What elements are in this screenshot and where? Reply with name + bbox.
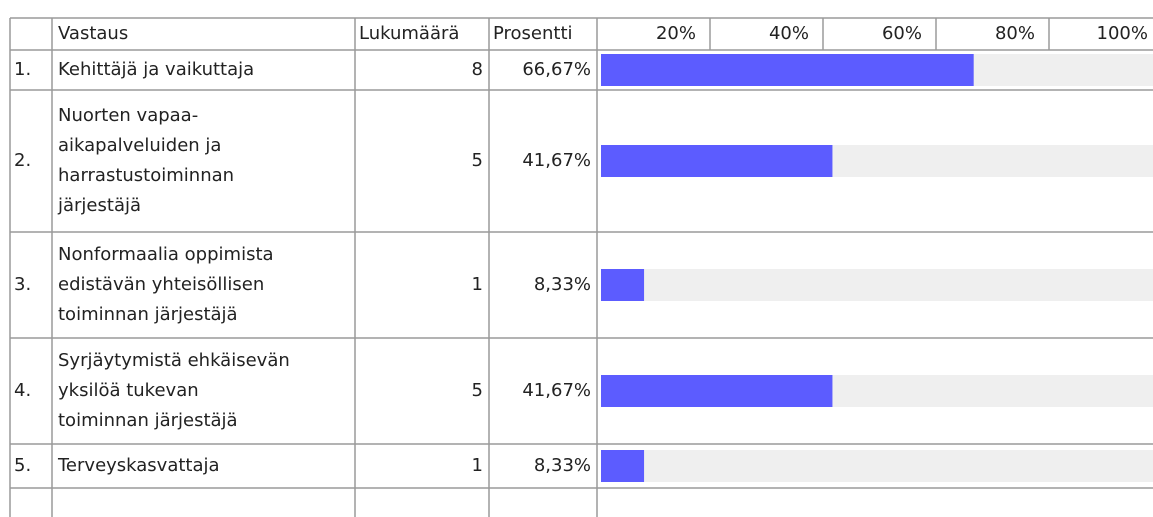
bar (601, 269, 645, 301)
count: 5 (472, 380, 483, 401)
bar (601, 450, 645, 482)
scale-label: 20% (656, 23, 696, 44)
answer-text: yksilöä tukevan (58, 380, 199, 401)
count: 8 (472, 59, 483, 80)
bar (601, 145, 833, 177)
bar-track (601, 450, 1153, 482)
answer-text: toiminnan järjestäjä (58, 410, 238, 431)
header-cell: Vastaus (58, 23, 128, 44)
percent: 8,33% (534, 274, 591, 295)
answer-text: Nuorten vapaa- (58, 105, 198, 126)
bar (601, 375, 833, 407)
count: 1 (472, 455, 483, 476)
answer-text: harrastustoiminnan (58, 165, 234, 186)
bar (601, 54, 974, 86)
answer-text: Syrjäytymistä ehkäisevän (58, 350, 290, 371)
row-index: 4. (14, 380, 31, 401)
scale-label: 100% (1097, 23, 1148, 44)
answer-text: järjestäjä (57, 195, 141, 216)
answer-text: edistävän yhteisöllisen (58, 274, 264, 295)
answer-text: Kehittäjä ja vaikuttaja (58, 59, 254, 80)
percent: 66,67% (522, 59, 591, 80)
row-index: 1. (14, 59, 31, 80)
scale-label: 60% (882, 23, 922, 44)
row-index: 2. (14, 150, 31, 171)
header-cell: Lukumäärä (359, 23, 459, 44)
count: 1 (472, 274, 483, 295)
answer-text: toiminnan järjestäjä (58, 304, 238, 325)
header-cell: Prosentti (493, 23, 573, 44)
count: 5 (472, 150, 483, 171)
percent: 41,67% (522, 150, 591, 171)
row-index: 3. (14, 274, 31, 295)
scale-label: 80% (995, 23, 1035, 44)
answer-text: aikapalveluiden ja (58, 135, 221, 156)
bar-track (601, 269, 1153, 301)
answer-text: Nonformaalia oppimista (58, 244, 274, 265)
row-index: 5. (14, 455, 31, 476)
answer-text: Terveyskasvattaja (57, 455, 220, 476)
percent: 8,33% (534, 455, 591, 476)
scale-label: 40% (769, 23, 809, 44)
percent: 41,67% (522, 380, 591, 401)
